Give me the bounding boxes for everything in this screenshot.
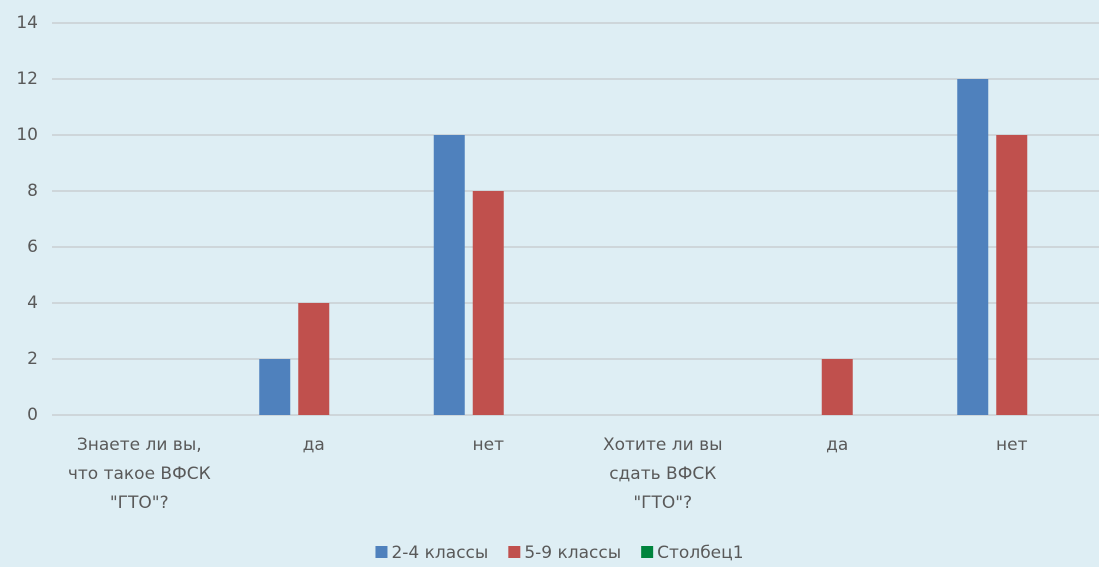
x-tick-label: да: [826, 435, 848, 455]
bar: [259, 359, 291, 415]
y-tick-label: 0: [27, 405, 38, 425]
legend-swatch: [375, 546, 388, 558]
y-tick-label: 14: [16, 13, 38, 33]
x-tick-label: нет: [473, 435, 505, 455]
x-tick-label: Хотите ли вы сдать ВФСК "ГТО"?: [603, 435, 723, 513]
x-tick-label: Знаете ли вы, что такое ВФСК "ГТО"?: [68, 435, 211, 513]
bar: [957, 79, 989, 415]
y-tick-label: 4: [27, 293, 38, 313]
legend: 2-4 классы 5-9 классы Столбец1: [375, 543, 744, 563]
bar: [821, 359, 853, 415]
x-tick-label: да: [303, 435, 325, 455]
bar: [996, 135, 1028, 415]
legend-label: 2-4 классы: [391, 543, 488, 563]
y-tick-label: 12: [16, 69, 38, 89]
legend-label: 5-9 классы: [524, 543, 621, 563]
y-tick-label: 10: [16, 125, 38, 145]
y-tick-label: 2: [27, 349, 38, 369]
legend-swatch: [508, 546, 521, 558]
bar: [433, 135, 465, 415]
y-tick-label: 8: [27, 181, 38, 201]
legend-label: Столбец1: [657, 543, 743, 563]
bar: [472, 191, 504, 415]
legend-swatch: [641, 546, 654, 558]
x-tick-label: нет: [996, 435, 1028, 455]
y-tick-label: 6: [27, 237, 38, 257]
bar: [298, 303, 330, 415]
